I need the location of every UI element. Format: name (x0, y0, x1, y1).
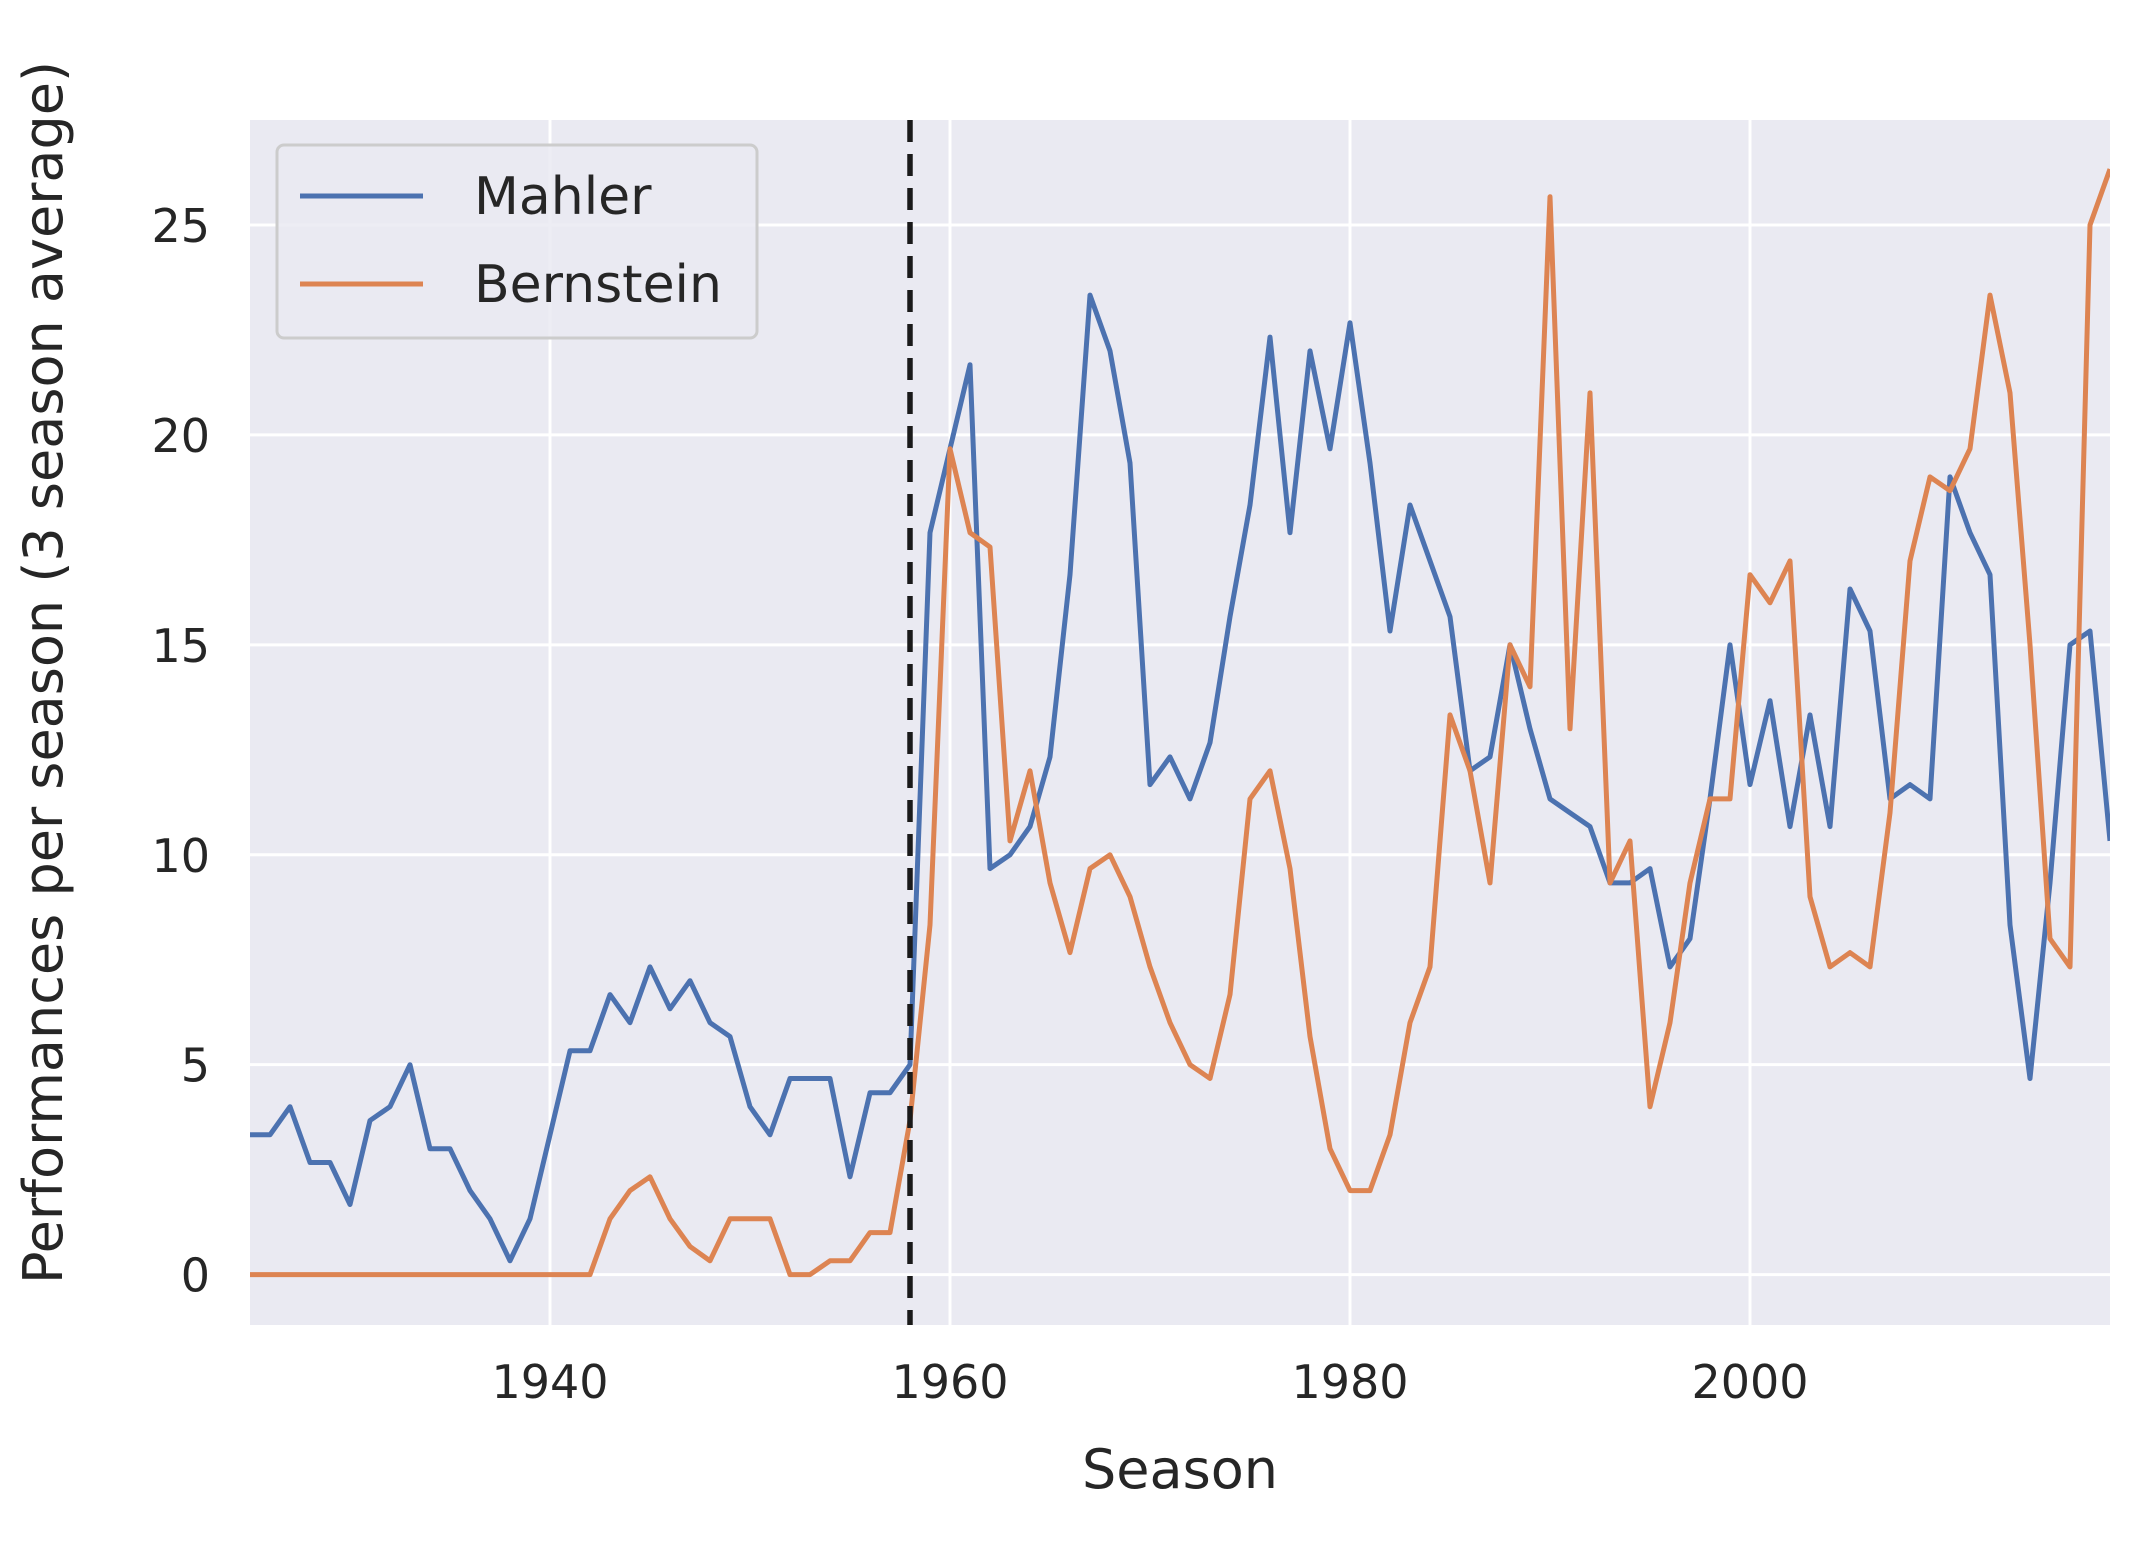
series-lines (250, 168, 2110, 1278)
y-tick-label: 20 (151, 409, 210, 463)
x-tick-label: 2000 (1691, 1355, 1808, 1409)
x-tick-label: 1960 (891, 1355, 1008, 1409)
legend-box (275, 143, 759, 340)
x-tick-label: 1980 (1291, 1355, 1408, 1409)
y-tick-label: 25 (151, 199, 210, 253)
y-axis-label: Performances per season (3 season averag… (12, 61, 75, 1284)
x-tick-labels: 1940 1960 1980 2000 (491, 1355, 1808, 1409)
x-tick-label: 1940 (491, 1355, 608, 1409)
y-tick-labels: 0 5 10 15 20 25 (151, 199, 210, 1303)
y-tick-label: 0 (181, 1249, 210, 1303)
legend-label-mahler: Mahler (474, 167, 652, 227)
legend: Mahler Bernstein (275, 143, 759, 340)
legend-label-bernstein: Bernstein (474, 255, 722, 315)
series-line-bernstein (250, 168, 2110, 1278)
y-tick-label: 10 (151, 829, 210, 883)
y-tick-label: 5 (181, 1039, 210, 1093)
y-tick-label: 15 (151, 619, 210, 673)
x-axis-label: Season (1082, 1438, 1278, 1501)
